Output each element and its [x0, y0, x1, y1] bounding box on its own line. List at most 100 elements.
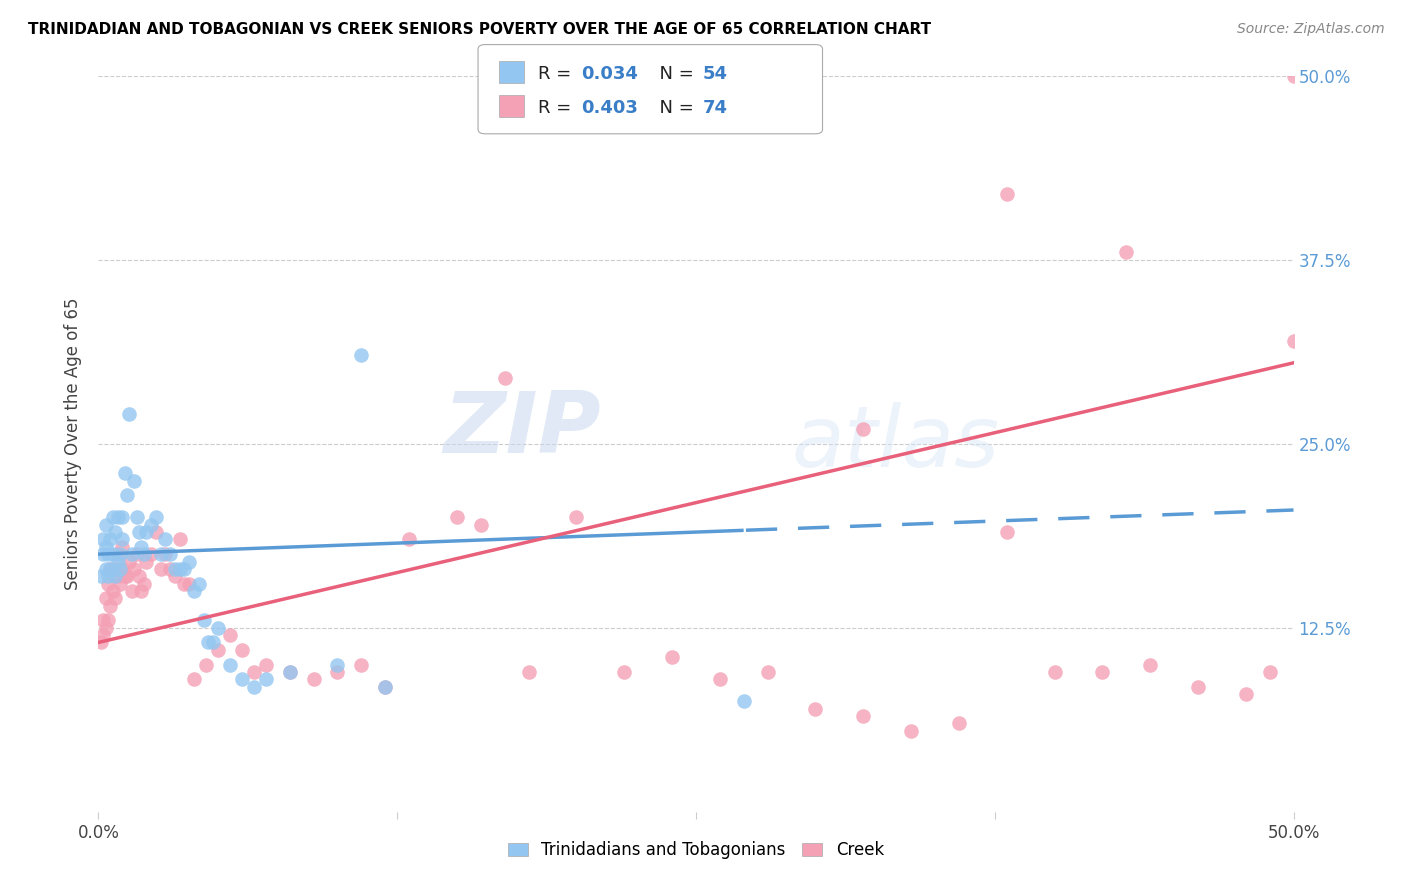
Point: [97, 569, 120, 583]
Point: [91, 547, 114, 561]
Point: [900, 723, 922, 738]
Point: [159, 562, 181, 576]
Point: [97, 547, 120, 561]
Text: TRINIDADIAN AND TOBAGONIAN VS CREEK SENIORS POVERTY OVER THE AGE OF 65 CORRELATI: TRINIDADIAN AND TOBAGONIAN VS CREEK SENI…: [28, 22, 931, 37]
Point: [155, 547, 177, 561]
Point: [183, 584, 205, 599]
Point: [91, 614, 114, 628]
Point: [101, 584, 124, 599]
Point: [219, 657, 242, 672]
Point: [1187, 680, 1209, 694]
Point: [108, 562, 131, 576]
Legend: Trinidadians and Tobagonians, Creek: Trinidadians and Tobagonians, Creek: [502, 835, 890, 866]
Point: [131, 540, 153, 554]
Point: [565, 510, 588, 524]
Point: [131, 584, 153, 599]
Point: [94, 562, 117, 576]
Point: [101, 547, 124, 561]
Point: [1282, 334, 1305, 348]
Point: [350, 657, 373, 672]
Point: [111, 562, 134, 576]
Point: [145, 524, 167, 539]
Point: [91, 533, 114, 547]
Point: [470, 517, 492, 532]
Point: [613, 665, 636, 679]
Point: [163, 562, 186, 576]
Point: [756, 665, 779, 679]
Point: [97, 576, 120, 591]
Point: [118, 554, 141, 569]
Point: [125, 547, 148, 561]
Point: [1115, 245, 1137, 260]
Point: [121, 547, 143, 561]
Text: Source: ZipAtlas.com: Source: ZipAtlas.com: [1237, 22, 1385, 37]
Point: [135, 524, 157, 539]
Point: [207, 621, 229, 635]
Text: 0.403: 0.403: [581, 99, 637, 117]
Point: [159, 547, 181, 561]
Point: [111, 533, 134, 547]
Text: atlas: atlas: [792, 402, 1000, 485]
Point: [195, 657, 218, 672]
Point: [118, 407, 141, 421]
Point: [995, 524, 1018, 539]
Point: [179, 576, 201, 591]
Point: [114, 466, 136, 480]
Point: [197, 635, 219, 649]
Y-axis label: Seniors Poverty Over the Age of 65: Seniors Poverty Over the Age of 65: [65, 298, 83, 590]
Point: [104, 569, 127, 583]
Point: [326, 657, 349, 672]
Point: [398, 533, 420, 547]
Point: [124, 562, 146, 576]
Point: [173, 576, 195, 591]
Point: [90, 569, 112, 583]
Point: [517, 665, 540, 679]
Point: [207, 642, 229, 657]
Point: [173, 562, 195, 576]
Point: [132, 576, 155, 591]
Point: [995, 186, 1018, 201]
Point: [111, 510, 134, 524]
Point: [107, 554, 129, 569]
Point: [733, 694, 755, 708]
Point: [139, 517, 162, 532]
Point: [104, 524, 127, 539]
Point: [169, 562, 191, 576]
Point: [98, 562, 122, 576]
Point: [111, 540, 134, 554]
Point: [374, 680, 396, 694]
Point: [94, 517, 117, 532]
Point: [149, 547, 172, 561]
Point: [326, 665, 349, 679]
Point: [135, 554, 157, 569]
Point: [115, 569, 138, 583]
Point: [187, 576, 209, 591]
Point: [202, 635, 225, 649]
Point: [121, 584, 143, 599]
Text: R =: R =: [538, 99, 578, 117]
Point: [115, 488, 138, 502]
Text: ZIP: ZIP: [443, 387, 600, 471]
Point: [231, 673, 253, 687]
Point: [231, 642, 253, 657]
Point: [852, 709, 875, 723]
Text: 0.034: 0.034: [581, 65, 637, 83]
Point: [278, 665, 301, 679]
Point: [193, 614, 215, 628]
Text: 54: 54: [703, 65, 728, 83]
Point: [350, 348, 373, 362]
Point: [709, 673, 731, 687]
Point: [446, 510, 468, 524]
Text: N =: N =: [648, 99, 700, 117]
Point: [139, 547, 162, 561]
Point: [108, 547, 131, 561]
Point: [1282, 69, 1305, 83]
Text: R =: R =: [538, 65, 578, 83]
Point: [114, 569, 136, 583]
Point: [97, 614, 120, 628]
Point: [302, 673, 325, 687]
Point: [94, 591, 117, 606]
Point: [149, 562, 172, 576]
Point: [169, 533, 191, 547]
Point: [107, 569, 129, 583]
